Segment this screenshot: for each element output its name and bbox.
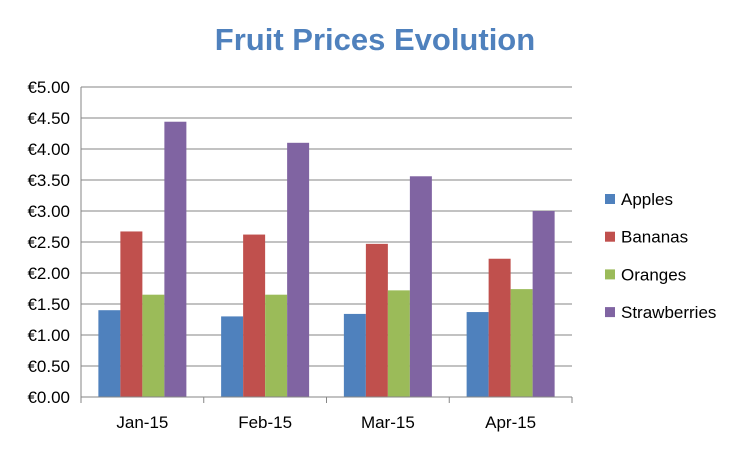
legend-swatch-strawberries bbox=[605, 307, 615, 318]
bar-oranges-feb-15 bbox=[265, 294, 288, 397]
bar-oranges-apr-15 bbox=[510, 289, 533, 397]
y-tick-label: €3.50 bbox=[27, 171, 70, 190]
bar-strawberries-apr-15 bbox=[532, 211, 555, 397]
bar-apples-jan-15 bbox=[98, 310, 121, 397]
x-tick-label: Jan-15 bbox=[116, 413, 168, 432]
legend-label-oranges: Oranges bbox=[621, 265, 686, 284]
bar-bananas-apr-15 bbox=[488, 258, 511, 397]
legend-swatch-apples bbox=[605, 194, 615, 204]
bar-apples-feb-15 bbox=[221, 316, 244, 397]
bar-strawberries-feb-15 bbox=[287, 142, 310, 397]
legend-label-apples: Apples bbox=[621, 190, 673, 209]
x-tick-label: Apr-15 bbox=[485, 413, 536, 432]
y-tick-label: €2.50 bbox=[27, 233, 70, 252]
legend: Apples Bananas Oranges Strawberries bbox=[605, 190, 716, 322]
y-tick-label: €4.00 bbox=[27, 140, 70, 159]
legend-swatch-oranges bbox=[605, 269, 615, 280]
bars bbox=[98, 121, 555, 397]
y-tick-label: €5.00 bbox=[27, 78, 70, 97]
y-tick-label: €0.00 bbox=[27, 388, 70, 407]
y-tick-label: €4.50 bbox=[27, 109, 70, 128]
y-tick-label: €0.50 bbox=[27, 357, 70, 376]
y-tick-label: €1.00 bbox=[27, 326, 70, 345]
axes bbox=[80, 87, 573, 403]
bar-strawberries-jan-15 bbox=[164, 121, 187, 397]
bar-apples-mar-15 bbox=[343, 313, 366, 397]
bar-bananas-mar-15 bbox=[365, 243, 388, 397]
x-tick-label: Mar-15 bbox=[361, 413, 415, 432]
legend-label-strawberries: Strawberries bbox=[621, 303, 716, 322]
bar-bananas-feb-15 bbox=[243, 234, 266, 397]
y-axis-tick-labels: €0.00 €0.50 €1.00 €1.50 €2.00 €2.50 €3.00 €3.50… bbox=[27, 78, 70, 407]
y-tick-label: €3.00 bbox=[27, 202, 70, 221]
y-tick-label: €1.50 bbox=[27, 295, 70, 314]
legend-swatch-bananas bbox=[605, 231, 615, 242]
bar-oranges-jan-15 bbox=[142, 294, 165, 397]
bar-apples-apr-15 bbox=[466, 312, 489, 397]
legend-label-bananas: Bananas bbox=[621, 228, 688, 247]
chart-title: Fruit Prices Evolution bbox=[215, 22, 535, 57]
bar-oranges-mar-15 bbox=[387, 290, 410, 397]
x-tick-label: Feb-15 bbox=[238, 413, 292, 432]
x-axis-tick-labels: Jan-15 Feb-15 Mar-15 Apr-15 bbox=[116, 413, 536, 432]
bar-bananas-jan-15 bbox=[120, 231, 143, 397]
bar-strawberries-mar-15 bbox=[409, 176, 432, 397]
y-tick-label: €2.00 bbox=[27, 264, 70, 283]
